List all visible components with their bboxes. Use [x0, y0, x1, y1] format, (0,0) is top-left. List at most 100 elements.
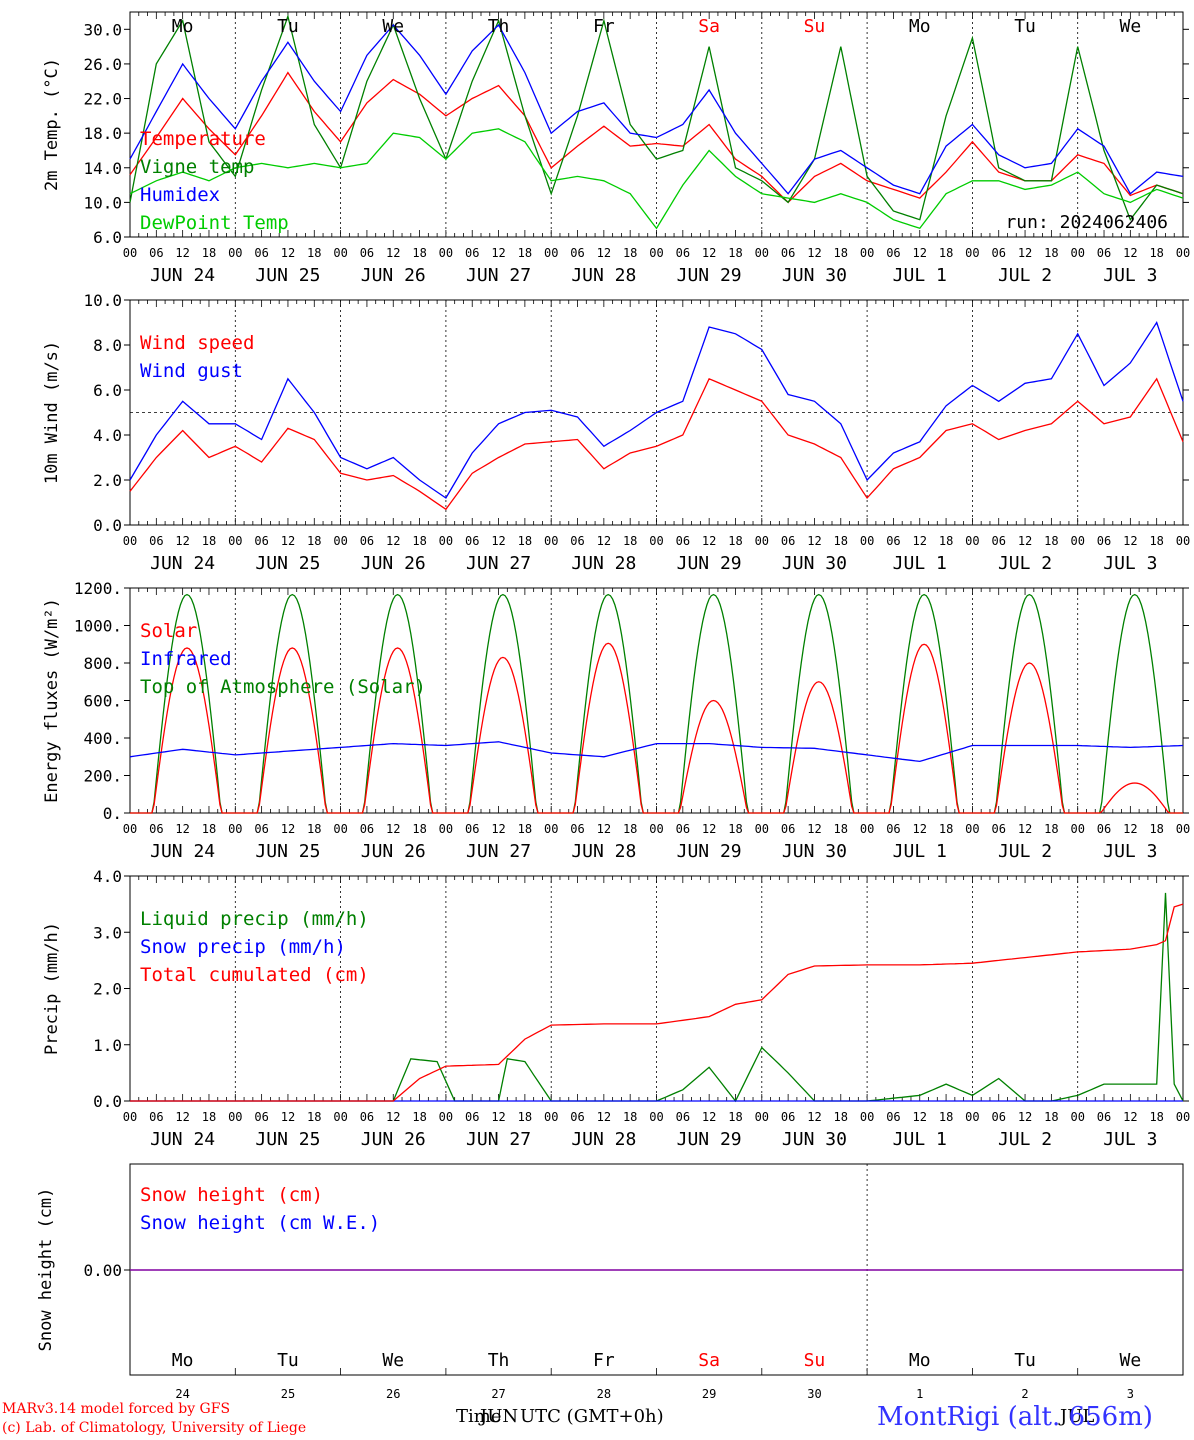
hour-label: 06 — [781, 822, 795, 836]
day-number-label: 2 — [1021, 1387, 1028, 1401]
hour-label: 00 — [333, 1110, 347, 1124]
hour-label: 18 — [1149, 822, 1163, 836]
y-tick-label: 2.0 — [93, 980, 122, 999]
wind-legend-0: Wind speed — [140, 332, 254, 354]
hour-label: 12 — [1123, 246, 1137, 260]
hour-label: 12 — [281, 822, 295, 836]
date-label: JUN 29 — [677, 841, 742, 862]
y-tick-label: 0. — [103, 804, 122, 823]
hour-label: 00 — [333, 822, 347, 836]
hour-label: 18 — [834, 1110, 848, 1124]
date-label: JUN 26 — [361, 265, 426, 286]
weekday-label-bottom: Th — [488, 1350, 510, 1371]
y-tick-label: 0.0 — [93, 516, 122, 535]
hour-label: 00 — [860, 246, 874, 260]
hour-label: 18 — [623, 822, 637, 836]
run-label: run: 2024062406 — [1005, 212, 1168, 233]
y-tick-label: 1.0 — [93, 1036, 122, 1055]
hour-label: 06 — [991, 246, 1005, 260]
hour-label: 06 — [886, 822, 900, 836]
weekday-label-bottom: Fr — [593, 1350, 615, 1371]
hour-label: 06 — [360, 246, 374, 260]
hour-label: 06 — [676, 246, 690, 260]
hour-label: 12 — [281, 534, 295, 548]
y-axis-label-2: 10m Wind (m/s) — [42, 341, 62, 484]
hour-label: 12 — [807, 534, 821, 548]
y-tick-label: 800. — [83, 654, 122, 673]
hour-label: 00 — [333, 534, 347, 548]
y-tick-label: 6.0 — [93, 381, 122, 400]
y-tick-label: 1200. — [74, 579, 122, 598]
hour-label: 06 — [360, 1110, 374, 1124]
hour-label: 12 — [597, 246, 611, 260]
hour-label: 06 — [149, 1110, 163, 1124]
hour-label: 06 — [991, 822, 1005, 836]
hour-label: 18 — [412, 1110, 426, 1124]
day-number-label: 25 — [281, 1387, 295, 1401]
hour-label: 06 — [1097, 246, 1111, 260]
hour-label: 18 — [518, 1110, 532, 1124]
temperature-legend-0: Temperature — [140, 128, 266, 150]
hour-label: 00 — [965, 246, 979, 260]
hour-label: 12 — [491, 1110, 505, 1124]
hour-label: 00 — [860, 534, 874, 548]
hour-label: 12 — [1123, 534, 1137, 548]
weekday-label: Sa — [698, 16, 720, 37]
date-label: JUN 26 — [361, 841, 426, 862]
y-tick-label: 6.0 — [93, 228, 122, 247]
hour-label: 12 — [1018, 534, 1032, 548]
date-label: JUN 27 — [466, 553, 531, 574]
hour-label: 18 — [202, 246, 216, 260]
date-label: JUN 25 — [255, 1129, 320, 1150]
hour-label: 00 — [649, 534, 663, 548]
weekday-label: We — [1120, 16, 1142, 37]
weekday-label-bottom: Sa — [698, 1350, 720, 1371]
y-tick-label: 14.0 — [83, 159, 122, 178]
hour-label: 18 — [202, 534, 216, 548]
hour-label: 12 — [175, 246, 189, 260]
weekday-label: Mo — [172, 16, 194, 37]
date-label: JUL 1 — [893, 553, 947, 574]
hour-label: 06 — [570, 822, 584, 836]
hour-label: 12 — [175, 534, 189, 548]
hour-label: 18 — [1149, 1110, 1163, 1124]
weekday-label-bottom: Mo — [909, 1350, 931, 1371]
hour-label: 18 — [1044, 534, 1058, 548]
hour-label: 06 — [570, 534, 584, 548]
day-number-label: 29 — [702, 1387, 716, 1401]
hour-label: 00 — [1070, 534, 1084, 548]
hour-label: 12 — [913, 246, 927, 260]
hour-label: 06 — [781, 246, 795, 260]
hour-label: 18 — [939, 534, 953, 548]
hour-label: 06 — [676, 822, 690, 836]
hour-label: 06 — [149, 534, 163, 548]
hour-label: 12 — [386, 246, 400, 260]
hour-label: 12 — [1018, 246, 1032, 260]
date-label: JUN 28 — [571, 553, 636, 574]
temperature-legend-1: Vigne temp — [140, 156, 254, 178]
energy-legend-0: Solar — [140, 620, 197, 642]
hour-label: 00 — [860, 1110, 874, 1124]
weekday-label-bottom: Su — [804, 1350, 826, 1371]
date-label: JUN 28 — [571, 1129, 636, 1150]
hour-label: 06 — [570, 246, 584, 260]
date-label: JUN 25 — [255, 553, 320, 574]
precip-legend-2: Total cumulated (cm) — [140, 964, 369, 986]
hour-label: 12 — [807, 822, 821, 836]
hour-label: 06 — [254, 534, 268, 548]
weekday-label: Fr — [593, 16, 615, 37]
x-axis-label-overlap-2: JUL — [1060, 1406, 1095, 1427]
y-axis-label-1: 2m Temp. (°C) — [42, 58, 62, 191]
hour-label: 00 — [439, 1110, 453, 1124]
hour-label: 18 — [939, 822, 953, 836]
date-label: JUN 30 — [782, 1129, 847, 1150]
hour-label: 00 — [1176, 1110, 1190, 1124]
date-label: JUN 28 — [571, 265, 636, 286]
weekday-label: We — [382, 16, 404, 37]
weekday-label-bottom: We — [1120, 1350, 1142, 1371]
date-label: JUL 3 — [1103, 265, 1157, 286]
hour-label: 00 — [228, 822, 242, 836]
date-label: JUN 28 — [571, 841, 636, 862]
date-label: JUN 24 — [150, 841, 215, 862]
hour-label: 18 — [202, 1110, 216, 1124]
